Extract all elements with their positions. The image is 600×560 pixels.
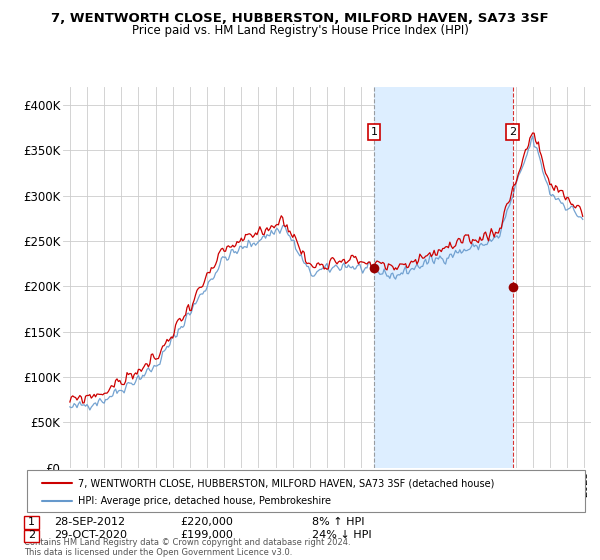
Text: 28-SEP-2012: 28-SEP-2012: [54, 517, 125, 527]
Text: 7, WENTWORTH CLOSE, HUBBERSTON, MILFORD HAVEN, SA73 3SF: 7, WENTWORTH CLOSE, HUBBERSTON, MILFORD …: [51, 12, 549, 25]
Text: 1: 1: [371, 127, 377, 137]
Text: 2: 2: [28, 530, 35, 540]
Text: 8% ↑ HPI: 8% ↑ HPI: [312, 517, 365, 527]
Text: 7, WENTWORTH CLOSE, HUBBERSTON, MILFORD HAVEN, SA73 3SF (detached house): 7, WENTWORTH CLOSE, HUBBERSTON, MILFORD …: [78, 478, 494, 488]
Text: HPI: Average price, detached house, Pembrokeshire: HPI: Average price, detached house, Pemb…: [78, 496, 331, 506]
Bar: [374, 87, 512, 468]
Text: £199,000: £199,000: [180, 530, 233, 540]
Text: 29-OCT-2020: 29-OCT-2020: [54, 530, 127, 540]
Text: Contains HM Land Registry data © Crown copyright and database right 2024.
This d: Contains HM Land Registry data © Crown c…: [24, 538, 350, 557]
Text: 1: 1: [28, 517, 35, 527]
Text: £220,000: £220,000: [180, 517, 233, 527]
Text: Price paid vs. HM Land Registry's House Price Index (HPI): Price paid vs. HM Land Registry's House …: [131, 24, 469, 36]
Text: 24% ↓ HPI: 24% ↓ HPI: [312, 530, 371, 540]
Text: 2: 2: [509, 127, 516, 137]
